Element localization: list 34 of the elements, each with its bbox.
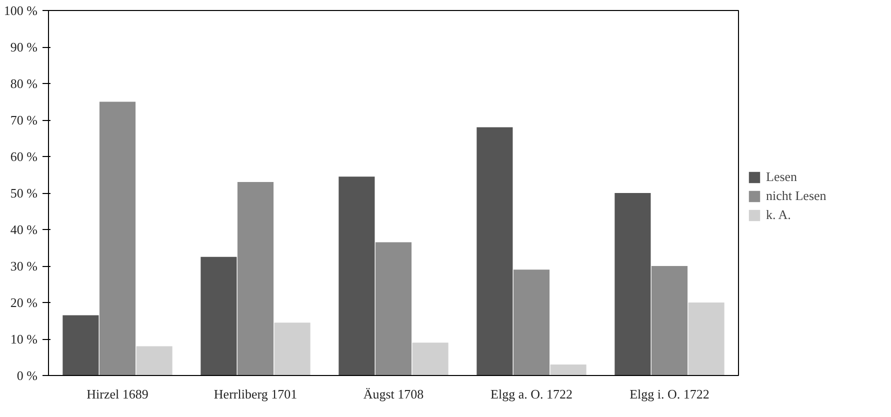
y-tick-label: 50 % [10,186,38,200]
y-tick-label: 40 % [10,222,38,237]
bar [136,346,172,376]
x-tick-label: Äugst 1708 [363,386,424,402]
bar [412,342,448,376]
bar [237,182,274,376]
bar [99,102,136,376]
legend-label: nicht Lesen [766,188,826,204]
bar [338,176,375,376]
bar [274,322,310,376]
legend-label: k. A. [766,206,791,222]
bar [651,266,688,376]
y-tick-label: 90 % [10,40,38,54]
y-tick-label: 70 % [10,112,38,128]
bar [550,364,586,376]
bar [200,256,237,376]
bar [375,242,412,376]
y-tick-label: 20 % [10,295,38,310]
bar [513,270,550,376]
y-tick-label: 80 % [10,76,38,91]
y-tick-label: 30 % [10,258,38,274]
y-tick-label: 100 % [4,3,38,18]
x-tick-label: Hirzel 1689 [86,386,148,402]
bar [614,193,651,376]
bar [476,127,513,376]
legend-label: Lesen [766,168,798,184]
x-tick-label: Elgg i. O. 1722 [630,386,710,402]
bar [62,315,99,376]
y-tick-label: 60 % [10,149,38,164]
bar [688,302,724,376]
x-tick-label: Elgg a. O. 1722 [490,386,572,402]
x-tick-label: Herrliberg 1701 [214,386,298,402]
y-tick-label: 10 % [10,332,38,346]
y-tick-label: 0 % [16,368,38,383]
